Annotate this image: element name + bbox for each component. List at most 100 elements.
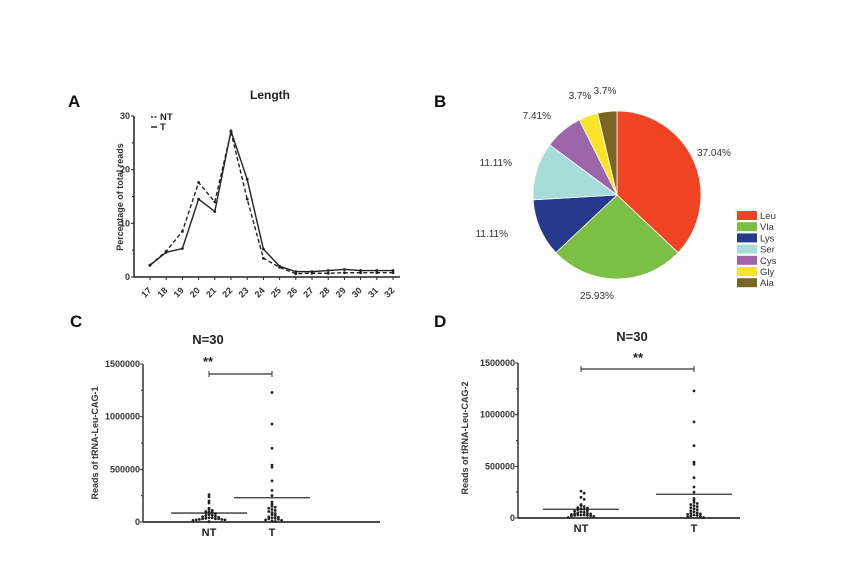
category-label-nt: NT	[202, 527, 217, 539]
legend-swatch-gly	[737, 267, 757, 276]
data-point-t	[267, 517, 271, 521]
x-tick-label: 18	[155, 285, 169, 299]
data-point-nt	[210, 511, 214, 514]
data-point-nt	[592, 515, 596, 518]
data-point-t	[692, 389, 696, 393]
data-point-t	[270, 479, 274, 483]
legend-label-leu: Leu	[760, 211, 776, 222]
x-tick-label: 28	[317, 285, 331, 299]
x-tick-label: 22	[220, 285, 234, 299]
data-point-nt	[210, 513, 214, 517]
legend-swatch-ala	[737, 278, 757, 288]
panel-letter-d: D	[434, 312, 446, 331]
data-point-nt	[214, 514, 217, 518]
legend-label-ala: Ala	[760, 278, 774, 289]
chart-title: Length	[250, 88, 290, 102]
data-point-t	[692, 476, 696, 480]
panel-letter-c: C	[70, 312, 82, 331]
data-point-nt	[207, 513, 211, 517]
legend-label-ser: Ser	[760, 245, 775, 256]
data-point-t	[359, 269, 362, 272]
data-point-nt	[570, 514, 573, 518]
data-point-nt	[566, 516, 570, 519]
data-point-nt	[262, 256, 265, 260]
data-point-t	[375, 269, 379, 272]
data-point-t	[699, 512, 702, 516]
data-point-t	[686, 515, 689, 519]
data-point-t	[273, 505, 277, 509]
data-point-nt	[204, 516, 208, 520]
pie-labels: 37.04% 25.93% 11.11% 11.11% 7.41% 3.7% 3.7%	[476, 86, 731, 302]
x-tick-label: 24	[253, 285, 267, 299]
data-point-nt	[579, 504, 583, 507]
data-point-t	[695, 505, 699, 509]
data-point-nt	[582, 513, 586, 517]
data-point-t	[270, 463, 274, 467]
data-point-nt	[391, 271, 395, 275]
data-point-t	[270, 465, 274, 469]
y-axis-label: Reads of tRNA-Leu-CAG-2	[460, 381, 470, 494]
pie-slice-ala	[597, 110, 618, 196]
data-point-nt	[359, 271, 362, 275]
panel-d-scatter: D N=30 Reads of tRNA-Leu-CAG-2 ** 0 50000…	[434, 312, 740, 535]
data-point-nt	[207, 507, 211, 511]
pie-label-vla: 25.93%	[580, 291, 614, 302]
legend-label-gly: Gly	[760, 267, 775, 278]
data-point-t	[262, 247, 265, 251]
data-point-nt	[586, 506, 589, 510]
data-point-nt	[201, 515, 205, 519]
x-tick-label: 20	[188, 285, 202, 299]
data-point-t	[692, 507, 696, 511]
data-point-t	[267, 510, 271, 513]
data-point-t	[294, 270, 298, 274]
panel-c-scatter: C N=30 Reads of tRNA-Leu-CAG-1 ** 0 50000…	[70, 312, 380, 539]
data-point-t	[267, 506, 271, 510]
data-point-nt	[294, 272, 298, 276]
data-point-t	[273, 520, 277, 523]
data-point-t	[264, 518, 267, 522]
x-tick-label: 26	[285, 285, 299, 299]
data-point-nt	[589, 512, 592, 516]
data-point-t	[692, 499, 696, 502]
legend: NT T	[151, 112, 173, 133]
data-point-t	[343, 268, 346, 271]
data-point-t	[270, 519, 274, 523]
data-point-nt	[191, 519, 195, 522]
chart-title: N=30	[192, 332, 223, 347]
data-point-t	[270, 494, 274, 498]
data-point-nt	[582, 491, 586, 495]
data-point-t	[270, 502, 274, 506]
data-point-t	[273, 509, 277, 512]
data-point-t	[692, 460, 696, 464]
panel-a-line-chart: A Length Percentage of total reads 0 10 20…	[68, 88, 400, 299]
data-point-nt	[207, 495, 211, 499]
data-point-t	[310, 270, 314, 274]
data-point-nt	[207, 493, 211, 497]
y-tick-label: 30	[120, 111, 130, 121]
data-point-t	[702, 516, 705, 519]
legend-swatch-ser	[737, 244, 757, 254]
plot-area: 0 500000 1000000 1500000 NT T	[105, 359, 380, 539]
data-point-nt	[210, 509, 214, 512]
data-point-t	[692, 462, 696, 466]
pie-label-lys: 11.11%	[476, 229, 509, 240]
legend-swatch-leu	[737, 211, 757, 220]
pie-slice-vla	[555, 194, 679, 280]
data-point-t	[689, 511, 693, 515]
x-tick-label: 27	[301, 285, 315, 299]
data-point-nt	[207, 520, 211, 523]
data-point-t	[213, 210, 217, 213]
data-point-nt	[375, 271, 379, 275]
y-tick-label: 1500000	[480, 358, 515, 368]
data-point-nt	[214, 517, 217, 521]
data-point-t	[695, 514, 699, 517]
data-point-t	[695, 511, 699, 515]
data-point-nt	[217, 517, 221, 521]
data-point-nt	[207, 510, 211, 514]
data-point-t	[229, 129, 233, 133]
data-point-t	[689, 514, 693, 518]
data-point-nt	[579, 507, 583, 511]
series-lines	[148, 128, 395, 276]
